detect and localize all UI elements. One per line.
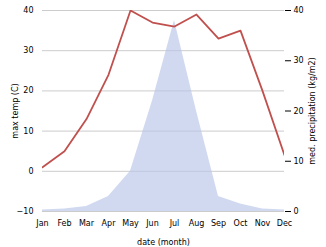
svg-text:30: 30 [23,46,33,55]
svg-text:May: May [122,219,139,228]
svg-text:Jun: Jun [145,219,159,228]
svg-text:Sep: Sep [211,219,226,228]
svg-text:Feb: Feb [57,219,71,228]
svg-text:−10: −10 [17,207,34,216]
svg-text:10: 10 [294,157,304,166]
svg-text:10: 10 [23,127,33,136]
svg-text:med. precipitation (kg/m2): med. precipitation (kg/m2) [308,57,317,164]
svg-text:Jan: Jan [35,219,48,228]
svg-text:0: 0 [294,207,299,216]
svg-text:Dec: Dec [277,219,292,228]
svg-text:30: 30 [294,56,304,65]
svg-text:Nov: Nov [255,219,271,228]
svg-text:date (month): date (month) [137,238,190,247]
svg-text:Oct: Oct [234,219,248,228]
svg-text:40: 40 [294,6,304,15]
svg-text:20: 20 [23,86,33,95]
svg-text:max temp (C): max temp (C) [11,83,20,138]
svg-text:Apr: Apr [102,219,117,228]
svg-text:Jul: Jul [169,219,180,228]
svg-text:20: 20 [294,107,304,116]
svg-text:0: 0 [28,167,33,176]
svg-text:Mar: Mar [79,219,95,228]
svg-text:40: 40 [23,6,33,15]
svg-text:Aug: Aug [189,219,205,228]
